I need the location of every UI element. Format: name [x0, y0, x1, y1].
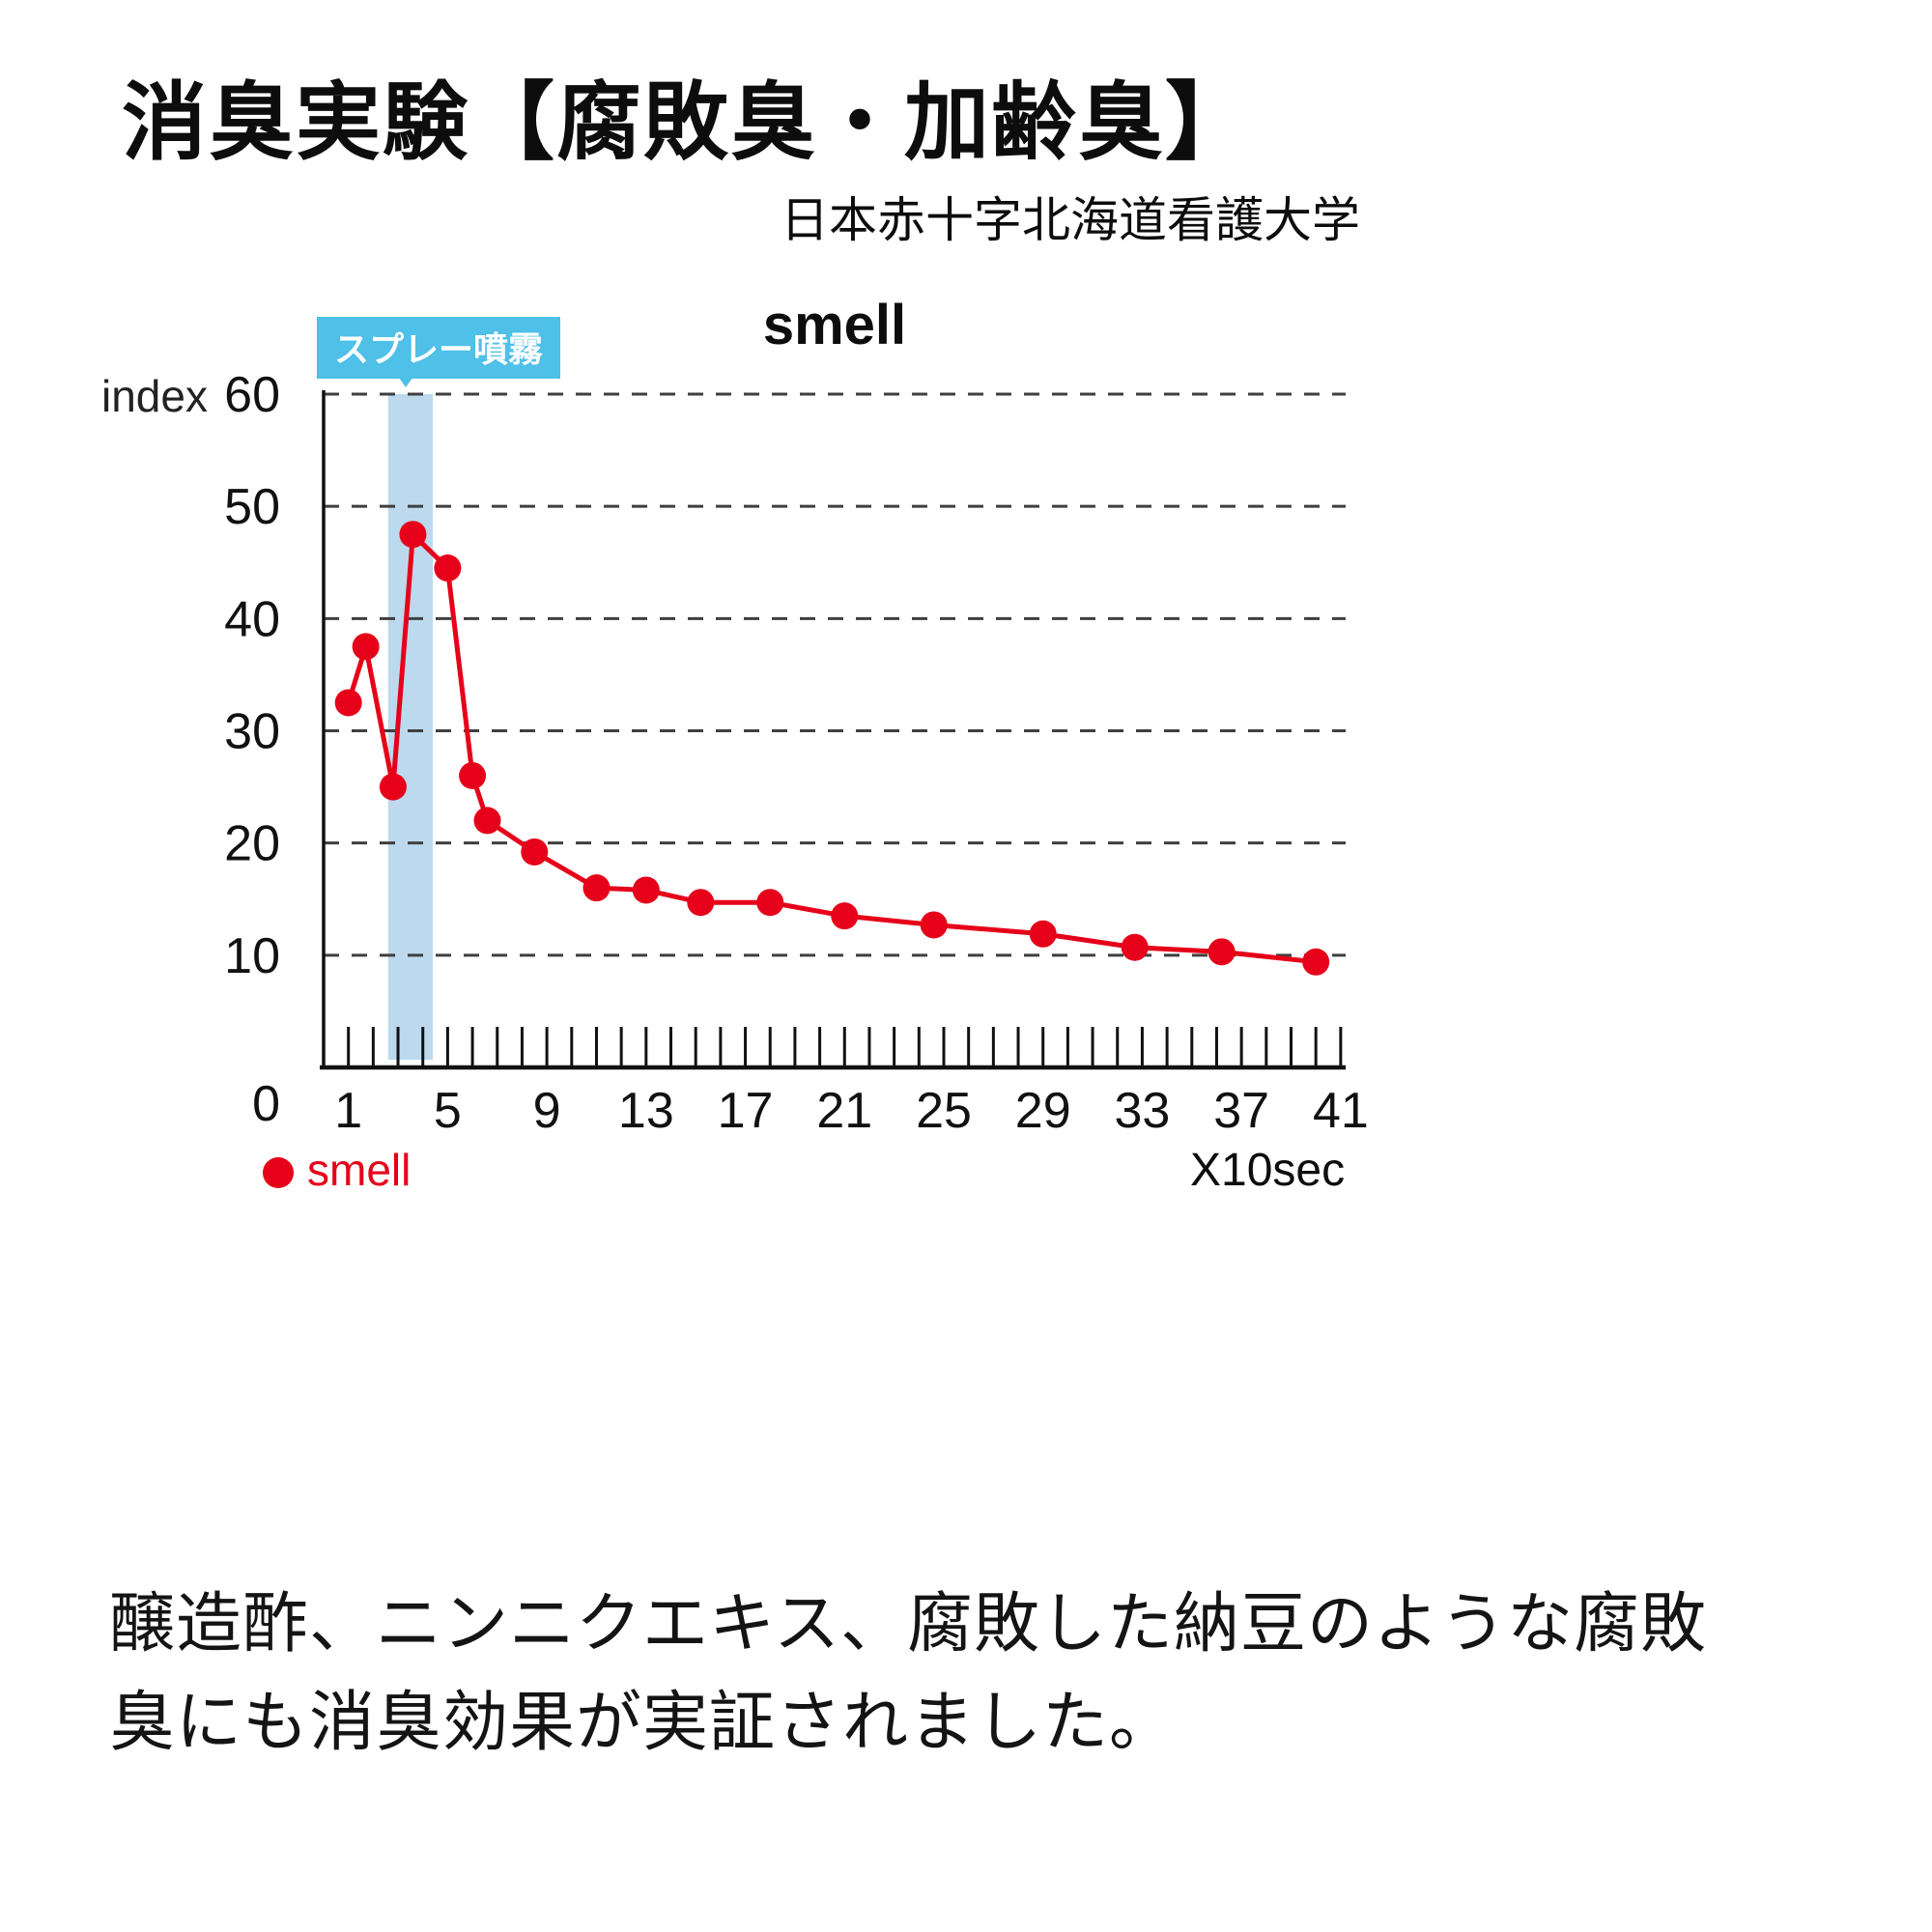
y-tick-label: 60 — [224, 367, 280, 423]
y-tick-label: 10 — [224, 928, 280, 984]
x-tick-label: 29 — [1015, 1083, 1071, 1139]
y-tick-label: 50 — [224, 479, 280, 535]
data-point — [1208, 938, 1236, 966]
legend-smell-swatch-icon — [263, 1157, 294, 1188]
data-point — [831, 902, 859, 930]
data-point — [1121, 933, 1149, 961]
page-subtitle: 日本赤十字北海道看護大学 — [781, 193, 1360, 247]
x-tick-label: 9 — [533, 1083, 561, 1139]
y-tick-label: 30 — [224, 704, 280, 760]
description-text: 醸造酢、ニンニクエキス、腐敗した納豆のような腐敗 臭にも消臭効果が実証されました… — [109, 1575, 1848, 1772]
x-tick-label: 33 — [1115, 1083, 1171, 1139]
x-tick-label: 1 — [334, 1083, 362, 1139]
spray-band — [387, 394, 433, 1060]
data-point — [434, 554, 462, 582]
spray-annotation-arrow-icon — [389, 364, 422, 387]
spray-annotation-label: スプレー噴霧 — [317, 317, 561, 379]
x-tick-label: 21 — [816, 1083, 872, 1139]
legend-smell-label: smell — [307, 1145, 412, 1195]
data-point — [473, 807, 501, 835]
data-point — [687, 889, 715, 917]
y-tick-label: 40 — [224, 591, 280, 647]
data-point — [756, 889, 784, 917]
y-tick-label: 20 — [224, 816, 280, 872]
description-line-1: 醸造酢、ニンニクエキス、腐敗した納豆のような腐敗 — [109, 1587, 1707, 1661]
data-point — [1029, 920, 1057, 948]
data-point — [334, 689, 362, 717]
x-tick-label: 25 — [916, 1083, 972, 1139]
series-line — [346, 531, 1317, 965]
x-tick-label: 13 — [618, 1083, 674, 1139]
x-axis-unit-label: X10sec — [1190, 1145, 1346, 1196]
data-point — [1302, 948, 1330, 976]
description-line-2: 臭にも消臭効果が実証されました。 — [109, 1686, 1177, 1759]
x-tick-label: 41 — [1313, 1083, 1369, 1139]
y-axis-unit-label: index — [101, 371, 208, 421]
data-point — [582, 874, 611, 902]
x-tick-label: 37 — [1213, 1083, 1269, 1139]
data-point — [459, 761, 487, 789]
data-point — [521, 838, 549, 866]
page-title: 消臭実験【腐敗臭・加齢臭】 — [122, 74, 1253, 170]
data-point — [920, 911, 948, 939]
chart-canvas: 0 10 20 30 40 50 60 1 5 9 13 17 21 25 29 33 37 41 — [224, 367, 1369, 1139]
data-point — [632, 876, 660, 904]
x-tick-label: 5 — [434, 1083, 462, 1139]
chart-title: smell — [762, 294, 907, 356]
data-point — [352, 633, 380, 661]
data-point — [379, 773, 407, 801]
y-tick-label: 0 — [252, 1076, 280, 1132]
data-point — [399, 521, 427, 549]
x-tick-label: 17 — [718, 1083, 774, 1139]
